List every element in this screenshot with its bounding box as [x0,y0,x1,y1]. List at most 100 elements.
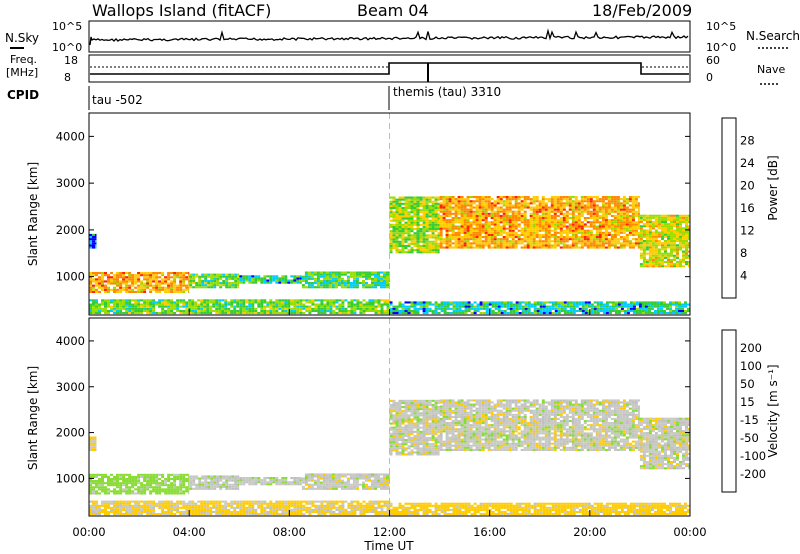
power-cell [422,242,426,245]
power-cell [104,274,107,277]
power-cell [571,221,575,224]
velocity-cell [304,487,308,490]
power-cell [493,242,497,245]
velocity-cell [248,477,252,480]
power-cell [672,312,675,315]
power-cell [152,305,156,308]
power-cell [437,303,441,306]
velocity-cell [386,485,389,488]
power-cell [502,238,506,241]
power-cell [684,305,687,308]
power-cell [197,303,201,306]
power-cell [463,246,467,249]
power-cell [631,233,635,236]
velocity-cell [125,506,129,509]
power-cell [457,204,461,207]
power-cell [682,214,685,217]
velocity-cell [352,473,356,476]
velocity-cell [134,482,138,485]
power-cell [644,309,648,312]
power-cell [581,307,585,310]
power-cell [461,305,465,308]
power-cell [344,307,348,310]
power-cell [595,204,599,207]
velocity-cell [349,475,353,478]
power-cell [541,200,545,203]
power-cell [437,232,440,235]
velocity-cell [116,484,119,487]
power-cell [557,301,561,304]
freq-right-tick-bottom: 0 [706,71,713,84]
velocity-cell [358,475,362,478]
power-cell [185,307,189,310]
cpid-label: CPID [7,88,39,102]
power-cell [598,242,602,245]
power-cell [331,277,335,280]
power-cell [158,290,162,293]
power-cell [457,227,461,230]
power-cell [442,206,446,209]
velocity-cell [380,479,383,482]
power-cell [269,307,273,310]
power-cell [356,303,360,306]
power-cell [660,305,663,308]
power-cell [547,219,551,222]
power-cell [284,309,288,312]
power-cell [301,277,305,280]
power-cell [437,228,440,231]
power-cell [140,290,144,293]
power-cell [619,221,623,224]
velocity-cell [383,475,386,478]
velocity-cell [104,500,107,503]
power-cell [586,246,590,249]
power-cell [688,242,690,245]
power-cell [481,208,485,211]
power-cell [547,229,551,232]
power-cell [616,225,620,228]
power-cell [657,223,661,226]
velocity-cell [128,504,132,507]
nsky-label: N.Sky [5,31,39,45]
power-cell [622,217,626,220]
velocity-cell [304,473,308,476]
power-cell [422,238,426,241]
velocity-cell [260,479,264,482]
power-cell [607,210,611,213]
power-cell [227,301,231,304]
velocity-cell [251,479,255,482]
power-cell [275,277,279,280]
power-cell [110,278,113,281]
power-cell [500,305,504,308]
power-cell [656,305,660,308]
power-cell [527,307,531,310]
power-cell [523,219,527,222]
power-cell [365,284,368,287]
power-cell [595,227,599,230]
power-cell [608,307,612,310]
power-cell [527,309,531,312]
power-cell [431,221,435,224]
power-cell [463,236,467,239]
power-cell [434,234,438,237]
power-cell [392,207,396,210]
power-cell [541,244,545,247]
power-cell [101,288,104,291]
power-cell [431,215,435,218]
power-cell [631,202,635,205]
power-cell [416,221,420,224]
power-cell [95,290,98,293]
power-cell [521,309,525,312]
power-cell [239,305,243,308]
velocity-cell [389,475,390,478]
power-cell [332,312,336,315]
velocity-cell [158,492,162,495]
velocity-cell [92,442,95,445]
power-cell [580,238,584,241]
power-cell [657,218,661,221]
power-cell [478,242,482,245]
power-cell [140,274,144,277]
power-cell [642,214,646,217]
power-cell [478,227,482,230]
velocity-cell [325,485,329,488]
